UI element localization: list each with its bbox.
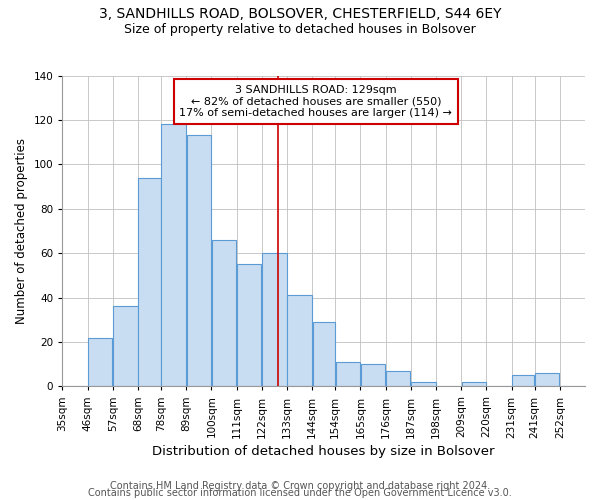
Bar — [535, 373, 559, 386]
Bar — [113, 306, 137, 386]
Bar — [287, 296, 312, 386]
Text: Size of property relative to detached houses in Bolsover: Size of property relative to detached ho… — [124, 22, 476, 36]
Bar — [386, 371, 410, 386]
Bar — [512, 376, 534, 386]
X-axis label: Distribution of detached houses by size in Bolsover: Distribution of detached houses by size … — [152, 444, 495, 458]
Text: 3 SANDHILLS ROAD: 129sqm
← 82% of detached houses are smaller (550)
17% of semi-: 3 SANDHILLS ROAD: 129sqm ← 82% of detach… — [179, 85, 452, 118]
Bar — [161, 124, 186, 386]
Bar — [461, 382, 486, 386]
Bar — [262, 253, 287, 386]
Bar — [361, 364, 385, 386]
Bar — [335, 362, 360, 386]
Bar — [88, 338, 112, 386]
Bar — [139, 178, 161, 386]
Bar — [237, 264, 262, 386]
Bar — [411, 382, 436, 386]
Bar — [187, 136, 211, 386]
Text: Contains HM Land Registry data © Crown copyright and database right 2024.: Contains HM Land Registry data © Crown c… — [110, 481, 490, 491]
Bar — [212, 240, 236, 386]
Text: Contains public sector information licensed under the Open Government Licence v3: Contains public sector information licen… — [88, 488, 512, 498]
Bar — [313, 322, 335, 386]
Text: 3, SANDHILLS ROAD, BOLSOVER, CHESTERFIELD, S44 6EY: 3, SANDHILLS ROAD, BOLSOVER, CHESTERFIEL… — [99, 8, 501, 22]
Y-axis label: Number of detached properties: Number of detached properties — [15, 138, 28, 324]
